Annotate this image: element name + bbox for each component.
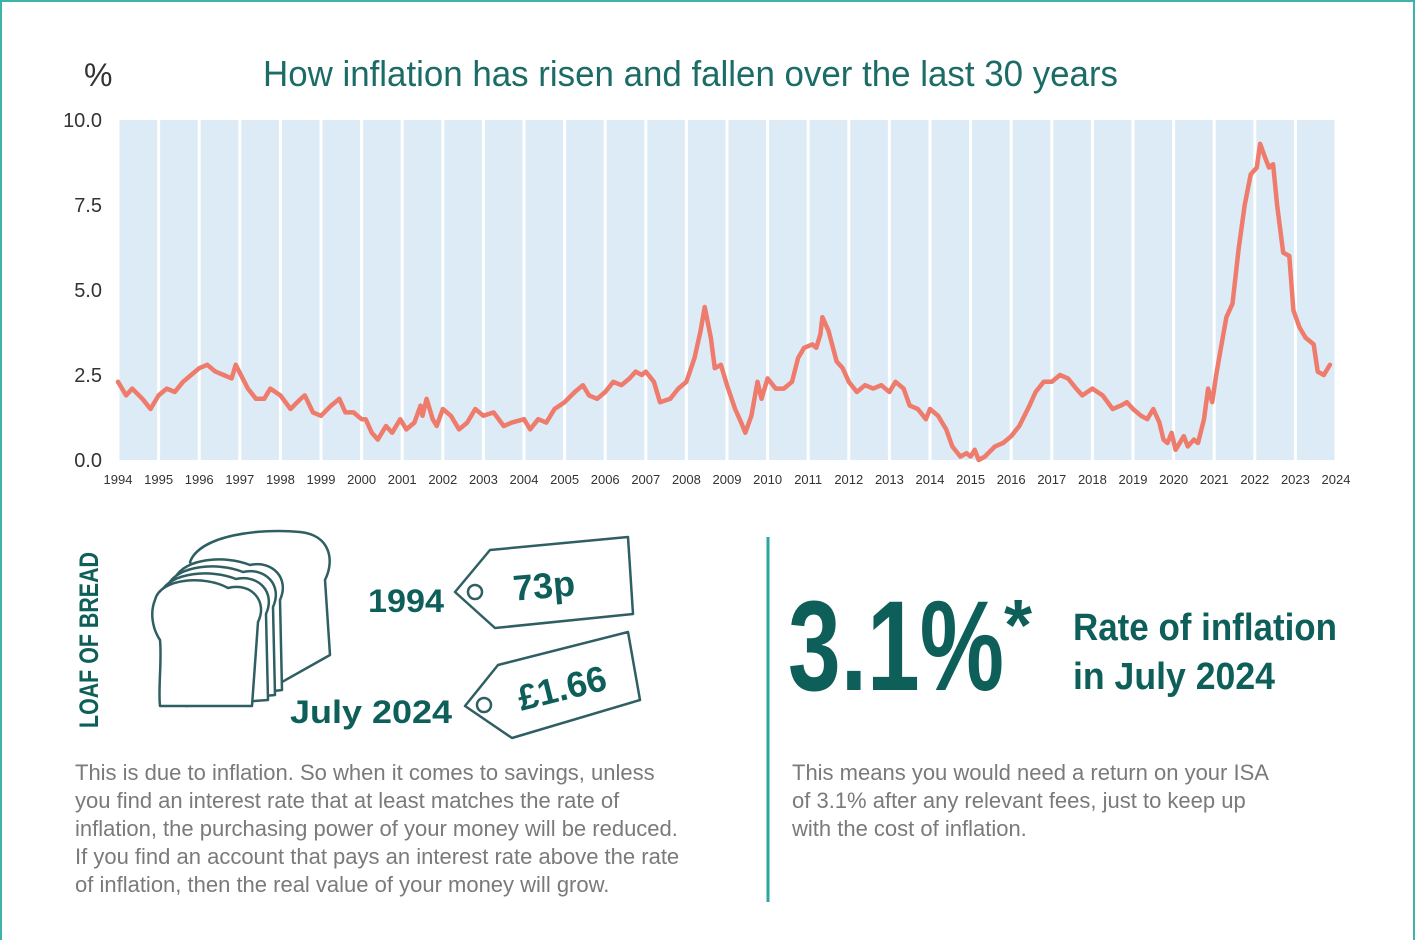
y-tick-label: 10.0 xyxy=(63,110,102,132)
chart-title: How inflation has risen and fallen over … xyxy=(263,53,1118,94)
y-axis-label: % xyxy=(84,57,112,93)
x-tick-label: 2015 xyxy=(956,472,985,487)
y-tick-label: 7.5 xyxy=(74,195,102,217)
rate-paragraph-line: with the cost of inflation. xyxy=(791,816,1027,841)
rate-label: Rate of inflation xyxy=(1073,607,1337,649)
bread-label: LOAF OF BREAD xyxy=(74,552,104,728)
x-tick-label: 2012 xyxy=(834,472,863,487)
x-tick-label: 1995 xyxy=(144,472,173,487)
bread-paragraph-line: This is due to inflation. So when it com… xyxy=(75,760,655,785)
x-tick-label: 2013 xyxy=(875,472,904,487)
now-date: July 2024 xyxy=(290,694,452,730)
x-tick-label: 2007 xyxy=(631,472,660,487)
chart: How inflation has risen and fallen over … xyxy=(63,53,1350,487)
x-tick-label: 1998 xyxy=(266,472,295,487)
infographic: How inflation has risen and fallen over … xyxy=(0,0,1417,940)
rate-label: in July 2024 xyxy=(1073,656,1275,698)
y-tick-label: 2.5 xyxy=(74,365,102,387)
x-tick-label: 2017 xyxy=(1037,472,1066,487)
x-tick-label: 2021 xyxy=(1200,472,1229,487)
x-tick-label: 2018 xyxy=(1078,472,1107,487)
x-tick-label: 2001 xyxy=(388,472,417,487)
bread-paragraph-line: If you find an account that pays an inte… xyxy=(75,844,679,869)
x-tick-label: 1999 xyxy=(307,472,336,487)
x-tick-label: 2010 xyxy=(753,472,782,487)
x-tick-label: 2014 xyxy=(916,472,945,487)
y-tick-label: 0.0 xyxy=(74,450,102,472)
bread-text: This is due to inflation. So when it com… xyxy=(75,760,679,897)
bread-icon xyxy=(152,531,330,706)
x-tick-label: 1997 xyxy=(225,472,254,487)
x-tick-label: 2008 xyxy=(672,472,701,487)
rate-text: This means you would need a return on yo… xyxy=(791,760,1269,841)
x-tick-label: 2005 xyxy=(550,472,579,487)
x-tick-label: 2022 xyxy=(1240,472,1269,487)
x-tick-label: 1996 xyxy=(185,472,214,487)
x-tick-label: 2024 xyxy=(1322,472,1351,487)
rate-paragraph-line: of 3.1% after any relevant fees, just to… xyxy=(792,788,1246,813)
x-tick-label: 2019 xyxy=(1119,472,1148,487)
y-tick-label: 5.0 xyxy=(74,280,102,302)
rate-asterisk: * xyxy=(1004,586,1032,666)
x-tick-label: 2003 xyxy=(469,472,498,487)
x-tick-label: 2004 xyxy=(510,472,539,487)
x-tick-label: 2016 xyxy=(997,472,1026,487)
x-tick-label: 2000 xyxy=(347,472,376,487)
x-tick-label: 2009 xyxy=(713,472,742,487)
then-price: 73p xyxy=(511,562,576,608)
then-date: 1994 xyxy=(368,583,444,619)
rate-paragraph-line: This means you would need a return on yo… xyxy=(792,760,1269,785)
x-tick-label: 2006 xyxy=(591,472,620,487)
x-tick-label: 2023 xyxy=(1281,472,1310,487)
bread-paragraph-line: you find an interest rate that at least … xyxy=(75,788,620,813)
x-tick-label: 1994 xyxy=(104,472,133,487)
bread-paragraph-line: of inflation, then the real value of you… xyxy=(75,872,609,897)
x-tick-label: 2002 xyxy=(428,472,457,487)
x-tick-label: 2011 xyxy=(794,472,822,487)
x-tick-label: 2020 xyxy=(1159,472,1188,487)
rate-value: 3.1% xyxy=(788,575,1004,718)
bread-paragraph-line: inflation, the purchasing power of your … xyxy=(75,816,678,841)
